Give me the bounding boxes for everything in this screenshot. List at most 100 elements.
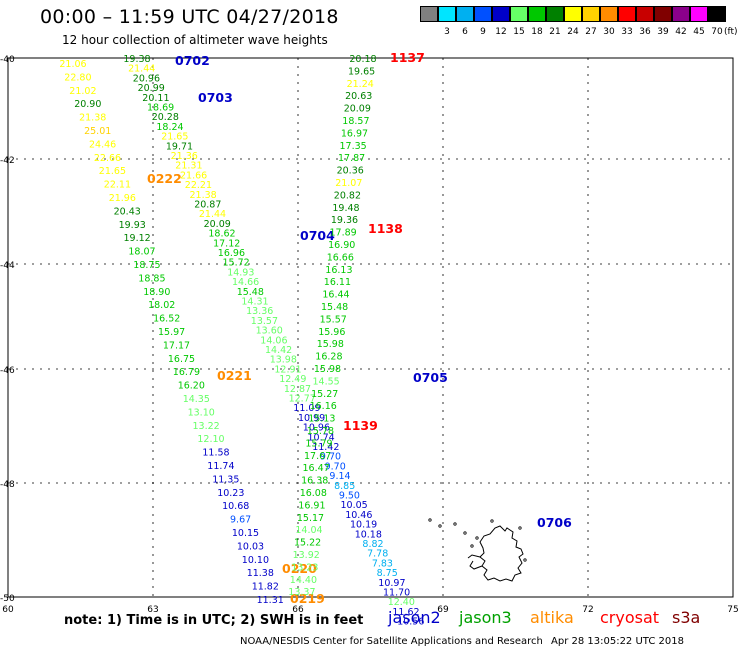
legend-swatch [582,6,600,22]
swh-reading: 20.28 [152,112,179,123]
legend-unit: (ft) [724,27,738,37]
swh-reading: 15.79 [305,438,332,449]
pass-time-label: 0704 [300,228,335,243]
islet [470,544,474,548]
legend-label: 18 [531,27,543,37]
swh-reading: 18.75 [133,260,160,271]
lon-label: 75 [727,605,738,615]
legend-swatch [636,6,654,22]
islet [490,519,494,523]
lon-label: 69 [437,605,449,615]
swh-reading: 10.03 [237,541,264,552]
swh-reading: 18.62 [208,229,235,240]
island-peninsula [467,554,481,559]
swh-reading: 16.11 [324,277,351,288]
swh-reading: 14.66 [232,277,259,288]
swh-reading: 21.66 [180,170,207,181]
swh-reading: 16.52 [153,314,180,325]
legend-swatch [654,6,672,22]
legend-label: 30 [603,27,615,37]
swh-reading: 25.01 [84,126,111,137]
swh-reading: 9.67 [230,515,251,526]
swh-reading: 19.48 [332,203,359,214]
legend-label: 3 [444,27,450,37]
swh-reading: 14.31 [241,297,268,308]
swh-reading: 12.87 [284,384,311,395]
legend-swatch [528,6,546,22]
swh-reading: 11.38 [247,568,274,579]
legend-swatch [492,6,510,22]
swh-reading: 10.56 [397,617,424,628]
swh-reading: 16.13 [325,265,352,276]
swh-reading: 16.75 [168,354,195,365]
islet [523,558,527,562]
swh-reading: 22.80 [64,72,91,83]
swh-reading: 12.91 [274,364,301,375]
lon-label: 60 [2,605,14,615]
legend-label: 45 [693,27,705,37]
swh-reading: 18.57 [342,116,369,127]
swh-reading: 11.74 [207,461,234,472]
swh-reading: 21.65 [99,166,126,177]
swh-reading: 24.46 [89,139,116,150]
pass-time-label: 1138 [368,221,403,236]
swh-reading: 10.19 [350,520,377,531]
swh-reading: 13.10 [188,407,215,418]
swh-reading: 15.98 [317,339,344,350]
track-B: 21.06 22.80 21.02 20.90 21.38 25.01 24.46 22.66… [59,59,324,606]
swh-reading: 11.70 [383,588,410,599]
swh-reading: 18.24 [156,122,183,133]
lat-label: -42 [0,156,15,166]
swh-reading: 8.75 [377,568,398,579]
swh-reading: 18.07 [128,247,155,258]
swh-reading: 10.10 [242,555,269,566]
swh-reading: 10.96 [303,423,330,434]
swh-reading: 16.66 [327,252,354,263]
swh-reading: 13.37 [288,587,315,598]
swh-reading: 16.16 [310,401,337,412]
legend-label: 12 [495,27,507,37]
footer-note: note: 1) Time is in UTC; 2) SWH is in fe… [64,613,364,628]
swh-reading: 16.90 [328,240,355,251]
swh-reading: 11.35 [212,474,239,485]
islet [438,524,442,528]
legend-swatch [690,6,708,22]
map-title: 00:00 – 11:59 UTC 04/27/2018 [40,6,339,28]
swh-reading: 20.09 [204,219,231,230]
swh-reading: 11.42 [312,442,339,453]
swh-reading: 15.22 [294,538,321,549]
swh-reading: 19.93 [119,220,146,231]
swh-reading: 10.18 [355,529,382,540]
pass-time-label: 1139 [343,418,378,433]
legend-label: 9 [480,27,486,37]
credit-line: NOAA/NESDIS Center for Satellite Applica… [240,636,543,647]
legend-swatch [546,6,564,22]
pass-time-label: 0221 [217,368,252,383]
swh-reading: 21.38 [79,113,106,124]
swh-reading: 11.09 [293,403,320,414]
swh-reading: 17.35 [339,141,366,152]
legend-label: 36 [639,27,651,37]
generated-timestamp: Apr 28 13:05:22 UTC 2018 [551,636,684,647]
pass-time-label: 0220 [282,561,317,576]
swh-reading: 15.98 [314,364,341,375]
swh-reading: 17.17 [163,340,190,351]
swh-reading: 15.57 [320,314,347,325]
swh-reading: 17.67 [304,451,331,462]
lat-label: -46 [0,366,15,376]
swh-reading: 10.99 [298,413,325,424]
swh-reading: 21.02 [69,86,96,97]
map-subtitle: 12 hour collection of altimeter wave hei… [62,33,328,47]
satellite-name: jason3 [459,608,512,627]
legend-swatch [600,6,618,22]
swh-reading: 9.50 [339,491,360,502]
lon-label: 72 [582,605,593,615]
swh-reading: 13.22 [192,421,219,432]
swh-reading: 7.83 [372,558,393,569]
pass-time-label: 1137 [390,50,425,65]
swh-reading: 11.58 [202,448,229,459]
swh-reading: 18.02 [148,300,175,311]
swh-reading: 15.97 [158,327,185,338]
legend-swatch [618,6,636,22]
